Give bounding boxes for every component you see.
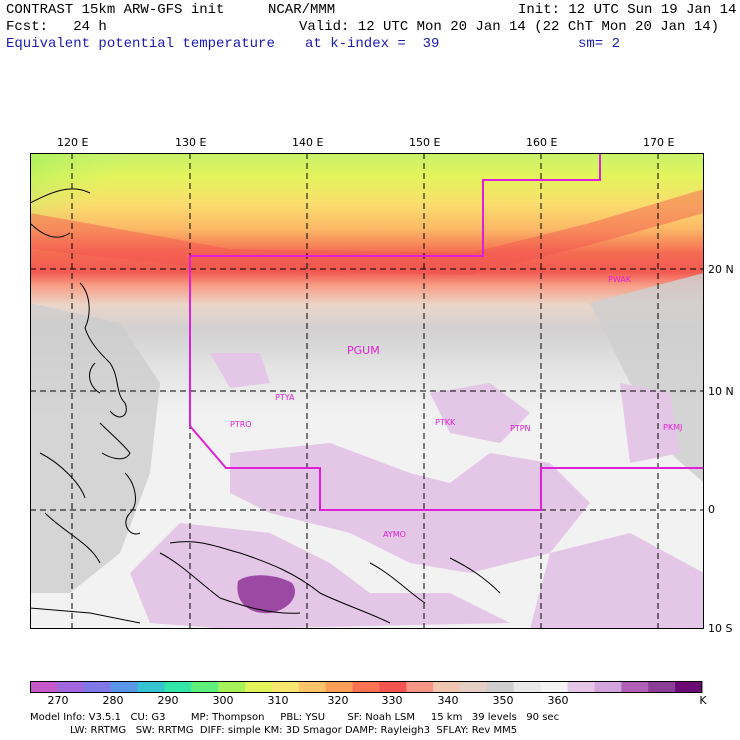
colorbar-swatch [218,681,246,693]
colorbar-swatch [379,681,407,693]
colorbar-swatch [486,681,515,693]
colorbar-label: 330 [381,694,403,707]
station-label: PTKK [435,418,456,427]
colorbar-label: 270 [47,694,69,707]
colorbar-swatch [567,681,595,693]
colorbar-swatch [245,681,273,693]
colorbar-unit: K [699,694,707,707]
lon-label: 130 E [175,136,207,149]
station-label: PKMJ [663,423,683,432]
colorbar-label: 340 [437,694,459,707]
colorbar-swatch [540,681,569,693]
init-time: Init: 12 UTC Sun 19 Jan 14 [518,2,737,18]
lat-label: 0 [708,503,715,516]
colorbar-swatch [298,681,327,693]
colorbar-swatch [30,681,58,693]
warm-band [30,189,704,275]
colorbar-swatch [56,681,85,693]
colorbar-swatch [352,681,380,693]
level-label: at k-index = 39 [305,36,440,52]
colorbar-swatch [621,681,649,693]
lat-label: 20 N [708,263,734,276]
station-label: PTYA [275,393,295,402]
model-info-line1: Model Info: V3.5.1 CU: G3 MP: Thompson P… [30,712,560,723]
coastlines [30,188,501,624]
station-label: PGUM [347,344,380,357]
colorbar-swatch [83,681,112,693]
org-label: NCAR/MMM [268,2,336,18]
colorbar-label: 280 [102,694,124,707]
colorbar-label: 290 [157,694,179,707]
lat-lon-grid [30,153,704,629]
colorbar-swatch [648,681,676,693]
lat-label: 10 N [708,385,734,398]
station-label: PWAK [608,275,632,284]
lon-label: 170 E [643,136,675,149]
colorbar-label: 350 [492,694,514,707]
colorbar-swatch [675,681,703,693]
lat-label: 10 S [708,622,733,635]
valid-time: Valid: 12 UTC Mon 20 Jan 14 (22 ChT Mon … [299,19,720,35]
colorbar-swatch [325,681,354,693]
colorbar-swatch [406,681,434,693]
lon-label: 150 E [409,136,441,149]
smoothing-label: sm= 2 [578,36,621,52]
domain-boundary [189,153,704,511]
colorbar-label: 310 [267,694,289,707]
station-label: PTPN [510,424,531,433]
model-title: CONTRAST 15km ARW-GFS init [6,2,225,18]
theta-e-map [30,153,704,629]
colorbar-swatch [110,681,139,693]
colorbar-label: 300 [212,694,234,707]
forecast-hour: Fcst: 24 h [6,19,107,35]
colorbar-swatch [191,681,219,693]
field-name: Equivalent potential temperature [6,36,275,52]
colorbar [30,681,703,693]
colorbar-swatch [164,681,192,693]
grey-region-west [30,303,160,593]
colorbar-swatch [433,681,461,693]
map-frame [30,153,704,629]
colorbar-label: 320 [327,694,349,707]
lon-label: 120 E [57,136,89,149]
high-theta-e-core [237,575,296,614]
colorbar-frame [30,681,702,693]
cold-dry-region [30,153,170,273]
model-info-line2: LW: RRTMG SW: RRTMG DIFF: simple KM: 3D … [70,725,518,736]
colorbar-swatch [594,681,622,693]
colorbar-swatch [271,681,300,693]
colorbar-swatch [513,681,542,693]
colorbar-swatch [460,681,488,693]
station-label: AYMO [383,530,406,539]
lon-label: 140 E [292,136,324,149]
lon-label: 160 E [526,136,558,149]
station-label: PTRO [230,420,252,429]
colorbar-label: 360 [547,694,569,707]
colorbar-swatch [137,681,165,693]
